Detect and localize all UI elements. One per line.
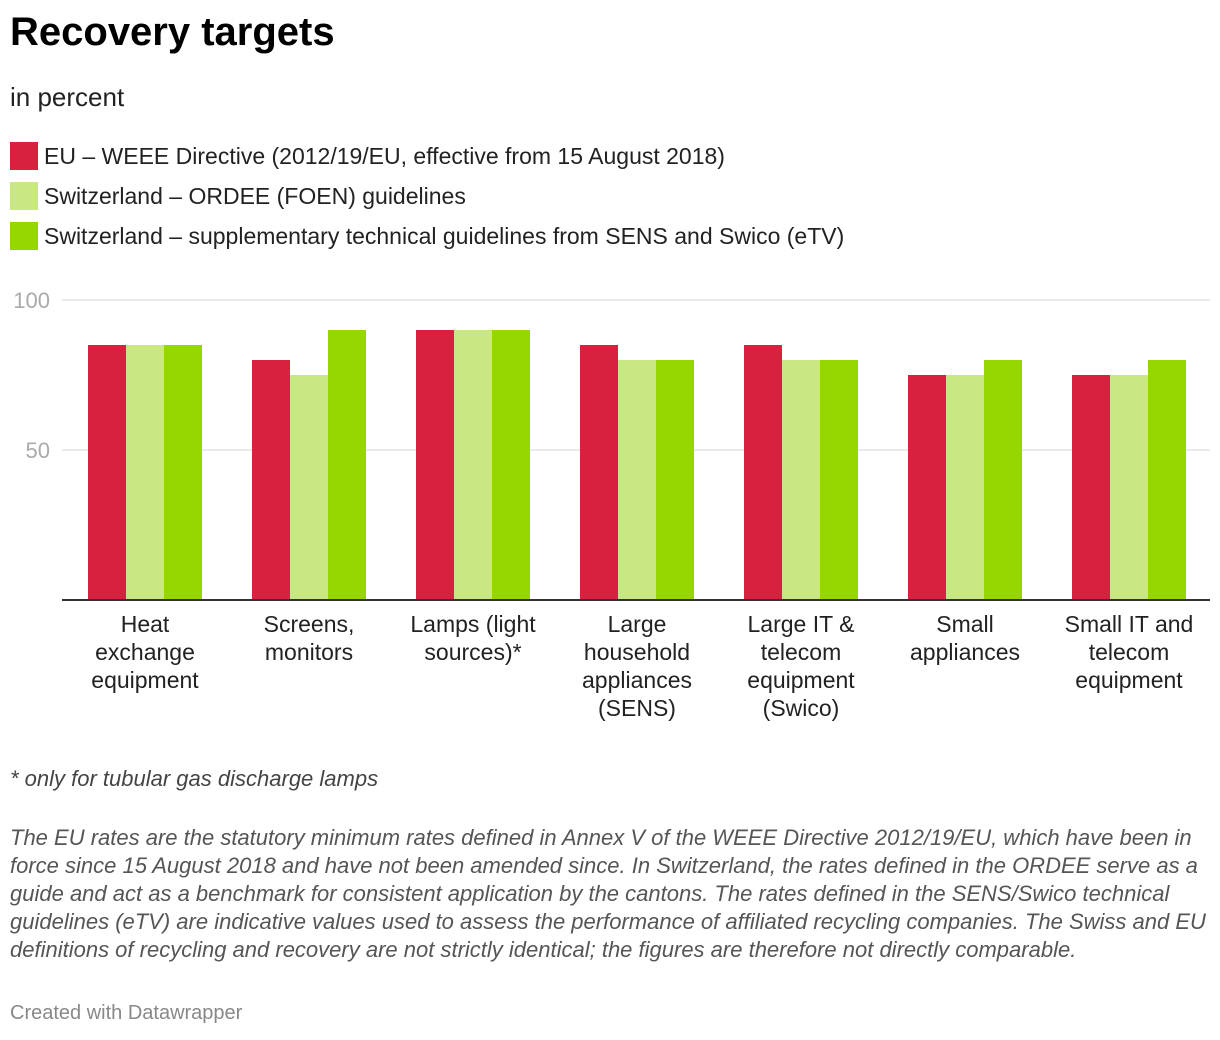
- bar-s1-c5: [946, 375, 984, 600]
- chart-description: The EU rates are the statutory minimum r…: [10, 825, 1206, 962]
- bar-s1-c1: [290, 375, 328, 600]
- category-label-line: Large IT &: [748, 611, 855, 637]
- legend-item-eu: EU – WEEE Directive (2012/19/EU, effecti…: [10, 136, 844, 176]
- bar-s2-c6: [1148, 360, 1186, 600]
- credit-line: Created with Datawrapper: [10, 1002, 243, 1024]
- category-label-line: sources)*: [424, 639, 521, 665]
- category-label-line: appliances: [582, 667, 692, 693]
- bar-s0-c4: [744, 345, 782, 600]
- bar-s0-c6: [1072, 375, 1110, 600]
- legend-label-etv: Switzerland – supplementary technical gu…: [44, 222, 845, 249]
- legend-item-etv: Switzerland – supplementary technical gu…: [10, 216, 844, 256]
- bar-s1-c3: [618, 360, 656, 600]
- category-label-line: equipment: [1075, 667, 1183, 693]
- bar-s0-c0: [88, 345, 126, 600]
- category-label-line: Small: [936, 611, 994, 637]
- bar-s1-c6: [1110, 375, 1148, 600]
- bar-s2-c1: [328, 330, 366, 600]
- category-label-line: Large: [608, 611, 667, 637]
- chart-subtitle: in percent: [10, 82, 125, 112]
- category-label-line: Lamps (light: [410, 611, 536, 637]
- category-label-line: (SENS): [598, 695, 676, 721]
- bar-s1-c4: [782, 360, 820, 600]
- category-label-line: (Swico): [763, 695, 840, 721]
- category-label-line: appliances: [910, 639, 1020, 665]
- chart-title: Recovery targets: [10, 10, 335, 54]
- bar-s2-c5: [984, 360, 1022, 600]
- bar-s0-c5: [908, 375, 946, 600]
- category-label-4: Large IT & telecom equipment (Swico): [747, 611, 855, 721]
- category-label-line: monitors: [265, 639, 353, 665]
- category-label-line: equipment: [747, 667, 855, 693]
- bar-s2-c3: [656, 360, 694, 600]
- bar-s0-c3: [580, 345, 618, 600]
- category-label-2: Lamps (light sources)*: [410, 611, 536, 665]
- category-label-3: Large household appliances (SENS): [582, 611, 692, 721]
- bar-s1-c0: [126, 345, 164, 600]
- category-label-line: Screens,: [264, 611, 355, 637]
- legend-swatch-etv: [10, 222, 38, 250]
- category-label-line: Small IT and: [1065, 611, 1194, 637]
- category-label-line: household: [584, 639, 690, 665]
- category-label-line: Heat: [121, 611, 170, 637]
- legend-swatch-ordee: [10, 182, 38, 210]
- legend-label-ordee: Switzerland – ORDEE (FOEN) guidelines: [44, 182, 466, 209]
- category-label-line: telecom: [1089, 639, 1170, 665]
- legend-swatch-eu: [10, 142, 38, 170]
- category-label-6: Small IT and telecom equipment: [1065, 611, 1194, 693]
- bar-s2-c4: [820, 360, 858, 600]
- category-label-line: exchange: [95, 639, 195, 665]
- category-label-line: telecom: [761, 639, 842, 665]
- legend: EU – WEEE Directive (2012/19/EU, effecti…: [10, 136, 844, 256]
- bar-s2-c2: [492, 330, 530, 600]
- footnote: * only for tubular gas discharge lamps: [10, 766, 379, 791]
- legend-label-eu: EU – WEEE Directive (2012/19/EU, effecti…: [44, 142, 725, 169]
- category-label-5: Small appliances: [910, 611, 1020, 665]
- bar-s0-c2: [416, 330, 454, 600]
- category-label-1: Screens, monitors: [264, 611, 355, 665]
- y-tick-label-50: 50: [26, 438, 50, 463]
- bar-s1-c2: [454, 330, 492, 600]
- bar-s0-c1: [252, 360, 290, 600]
- y-tick-label-100: 100: [13, 288, 50, 313]
- legend-item-ordee: Switzerland – ORDEE (FOEN) guidelines: [10, 176, 844, 216]
- bar-s2-c0: [164, 345, 202, 600]
- category-label-line: equipment: [91, 667, 199, 693]
- category-label-0: Heat exchange equipment: [91, 611, 199, 693]
